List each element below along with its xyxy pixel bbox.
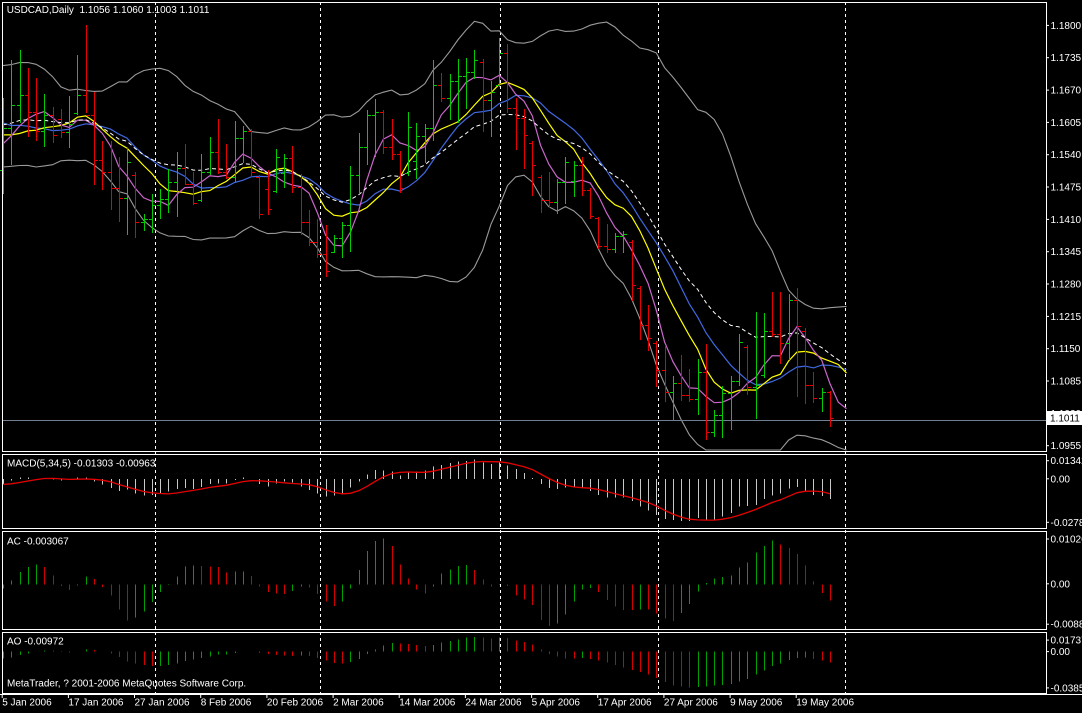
svg-text:27 Jan 2006: 27 Jan 2006: [135, 698, 190, 709]
svg-text:9 May 2006: 9 May 2006: [730, 698, 783, 709]
svg-text:20 Feb 2006: 20 Feb 2006: [267, 698, 324, 709]
svg-text:1.1605: 1.1605: [1051, 118, 1082, 129]
svg-text:1.1670: 1.1670: [1051, 86, 1082, 97]
svg-text:0.01026: 0.01026: [1051, 535, 1082, 546]
svg-text:0.00: 0.00: [1051, 579, 1071, 590]
svg-text:1.1345: 1.1345: [1051, 247, 1082, 258]
svg-text:MetaTrader, ? 2001-2006 MetaQu: MetaTrader, ? 2001-2006 MetaQuotes Softw…: [7, 679, 246, 690]
svg-text:AO -0.00972: AO -0.00972: [7, 637, 64, 648]
svg-text:19 May 2006: 19 May 2006: [796, 698, 854, 709]
svg-text:-0.03855: -0.03855: [1051, 683, 1082, 694]
svg-text:0.00: 0.00: [1051, 647, 1071, 658]
svg-text:1.0955: 1.0955: [1051, 441, 1082, 452]
svg-text:24 Mar 2006: 24 Mar 2006: [465, 698, 522, 709]
svg-text:1.1215: 1.1215: [1051, 312, 1082, 323]
svg-text:2 Mar 2006: 2 Mar 2006: [333, 698, 384, 709]
svg-text:0.01342: 0.01342: [1051, 456, 1082, 467]
svg-text:17 Jan 2006: 17 Jan 2006: [68, 698, 123, 709]
svg-text:1.1085: 1.1085: [1051, 377, 1082, 388]
svg-text:1.1540: 1.1540: [1051, 150, 1082, 161]
svg-text:5 Jan 2006: 5 Jan 2006: [2, 698, 52, 709]
svg-text:1.1475: 1.1475: [1051, 183, 1082, 194]
svg-text:1.1011: 1.1011: [1050, 414, 1080, 425]
svg-text:0.01737: 0.01737: [1051, 636, 1082, 647]
svg-text:5 Apr 2006: 5 Apr 2006: [532, 698, 581, 709]
svg-text:1.1735: 1.1735: [1051, 53, 1082, 64]
svg-text:AC -0.003067: AC -0.003067: [7, 537, 69, 548]
svg-text:1.1410: 1.1410: [1051, 215, 1082, 226]
svg-text:USDCAD,Daily 1.1056 1.1060 1.: USDCAD,Daily 1.1056 1.1060 1.1003 1.1011: [7, 5, 210, 16]
svg-text:14 Mar 2006: 14 Mar 2006: [399, 698, 456, 709]
svg-text:MACD(5,34,5) -0.01303 -0.00963: MACD(5,34,5) -0.01303 -0.00963: [7, 459, 156, 470]
svg-text:27 Apr 2006: 27 Apr 2006: [664, 698, 718, 709]
svg-text:1.1280: 1.1280: [1051, 280, 1082, 291]
svg-text:1.1800: 1.1800: [1051, 21, 1082, 32]
svg-text:-0.00889: -0.00889: [1051, 620, 1082, 631]
svg-text:-0.02780: -0.02780: [1051, 518, 1082, 529]
svg-text:0.00: 0.00: [1051, 474, 1071, 485]
svg-text:8 Feb 2006: 8 Feb 2006: [201, 698, 252, 709]
svg-text:17 Apr 2006: 17 Apr 2006: [598, 698, 652, 709]
svg-text:1.1150: 1.1150: [1051, 344, 1081, 355]
